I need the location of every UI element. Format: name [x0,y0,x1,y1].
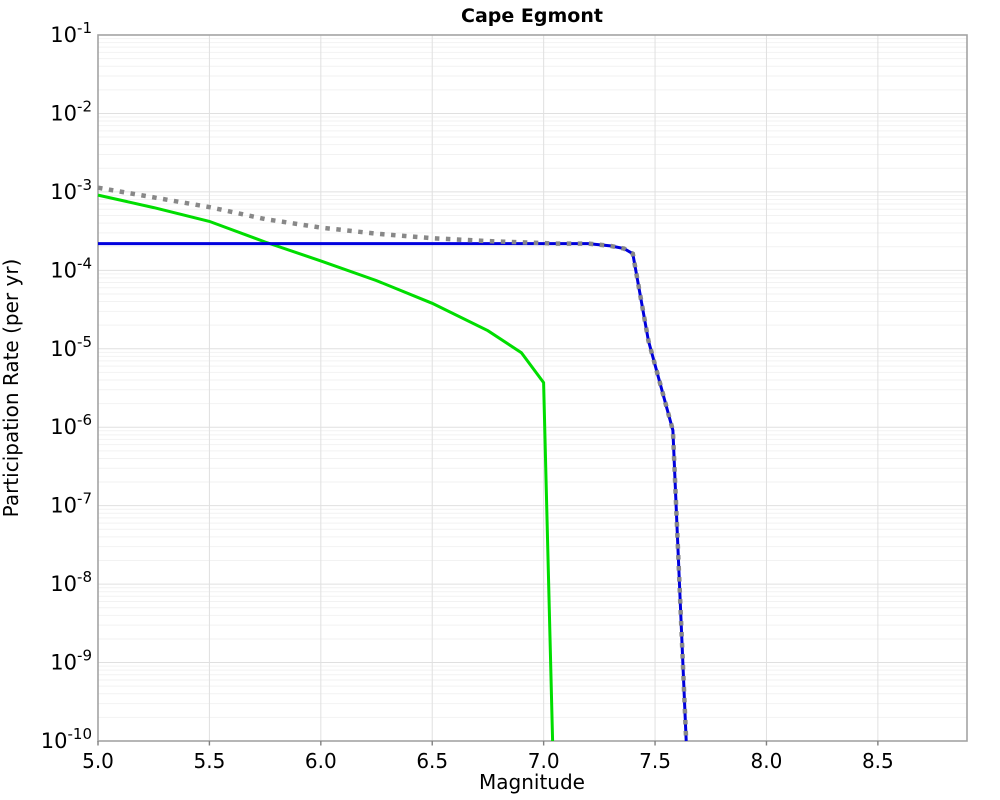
plot-frame [97,34,968,742]
grid-major-lines [97,34,967,742]
grid-minor-lines [98,38,967,718]
y-tick-label: 10-9 [50,647,92,675]
x-tick-label: 5.5 [194,749,226,773]
x-tick-label: 8.5 [862,749,894,773]
x-tick-label: 6.5 [416,749,448,773]
series-green-solid-curve [97,193,555,742]
x-tick-label: 8.0 [751,749,783,773]
y-tick-label: 10-3 [50,176,92,204]
chart-title: Cape Egmont [461,5,603,27]
x-axis-tick-labels: 5.0 5.5 6.0 6.5 7.0 7.5 8.0 8.5 [82,749,894,773]
y-tick-label: 10-8 [50,568,92,596]
y-tick-label: 10-10 [41,725,92,753]
y-tick-label: 10-6 [50,411,92,439]
y-tick-label: 10-1 [50,19,92,47]
x-tick-label: 7.0 [528,749,560,773]
data-series [97,185,689,742]
y-tick-label: 10-2 [50,97,92,125]
x-tick-label: 5.0 [82,749,114,773]
axis-ticks [97,741,879,746]
y-tick-label: 10-7 [50,490,92,518]
x-tick-label: 6.0 [305,749,337,773]
y-tick-label: 10-5 [50,333,92,361]
y-tick-label: 10-4 [50,254,92,282]
x-tick-label: 7.5 [639,749,671,773]
x-axis-label: Magnitude [479,770,585,794]
y-axis-tick-labels: 10-1 10-2 10-3 10-4 10-5 10-6 10-7 10-8 10-9 10-1… [41,19,92,753]
y-axis-label: Participation Rate (per yr) [0,259,23,518]
